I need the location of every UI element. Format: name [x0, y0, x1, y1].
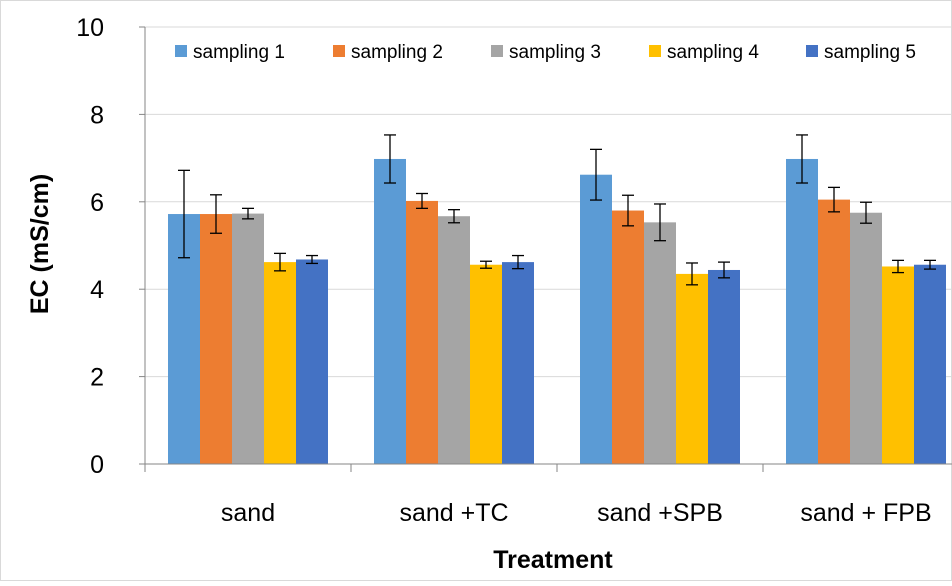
bar	[438, 216, 470, 464]
bar	[580, 174, 612, 464]
y-tick-label: 6	[90, 189, 104, 217]
bar	[708, 269, 740, 464]
x-tick-label: sand +TC	[399, 499, 508, 527]
bar	[406, 200, 438, 464]
bar	[264, 262, 296, 464]
y-tick-label: 0	[90, 451, 104, 479]
y-tick-label: 4	[90, 276, 104, 304]
x-tick-label: sand	[221, 499, 275, 527]
bar	[914, 264, 946, 464]
bar	[470, 264, 502, 464]
bar	[374, 158, 406, 464]
bar	[296, 259, 328, 464]
legend-label: sampling 5	[824, 42, 916, 63]
legend-label: sampling 3	[509, 42, 601, 63]
legend-label: sampling 2	[351, 42, 443, 63]
bar	[882, 266, 914, 464]
legend-label: sampling 4	[667, 42, 759, 63]
x-tick-label: sand +SPB	[597, 499, 723, 527]
bar	[676, 273, 708, 464]
x-tick-label: sand + FPB	[800, 499, 931, 527]
bar	[200, 214, 232, 464]
bar	[818, 199, 850, 465]
bar	[232, 213, 264, 464]
bar	[502, 262, 534, 464]
y-tick-label: 10	[76, 14, 104, 42]
legend: sampling 1 sampling 2 sampling 3 sampling 4…	[175, 42, 916, 63]
legend-swatch	[333, 45, 345, 57]
bar	[612, 210, 644, 464]
legend-label: sampling 1	[193, 42, 285, 63]
bar	[786, 158, 818, 464]
bars	[168, 134, 946, 465]
legend-swatch	[649, 45, 661, 57]
legend-swatch	[175, 45, 187, 57]
legend-swatch	[491, 45, 503, 57]
axes: 0 2 4 6 8 10 sand sand +TC sand +SPB sand + FPB	[76, 14, 952, 527]
bar	[644, 222, 676, 464]
y-tick-label: 8	[90, 101, 104, 129]
y-axis-label: EC (mS/cm)	[26, 174, 54, 314]
legend-swatch	[806, 45, 818, 57]
bar	[850, 212, 882, 464]
y-tick-label: 2	[90, 364, 104, 392]
x-axis-label: Treatment	[493, 546, 613, 574]
